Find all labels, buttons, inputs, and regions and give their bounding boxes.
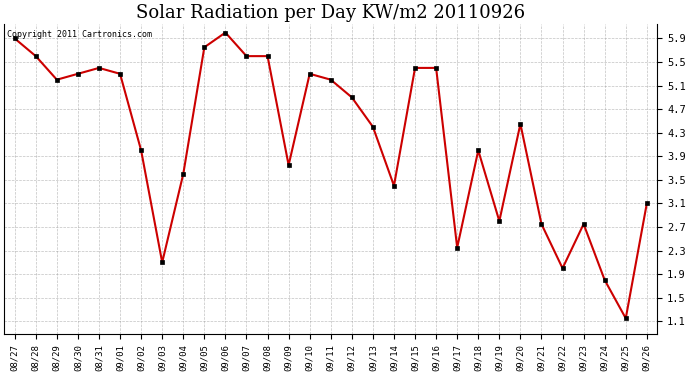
Text: Copyright 2011 Cartronics.com: Copyright 2011 Cartronics.com [8,30,152,39]
Title: Solar Radiation per Day KW/m2 20110926: Solar Radiation per Day KW/m2 20110926 [136,4,525,22]
